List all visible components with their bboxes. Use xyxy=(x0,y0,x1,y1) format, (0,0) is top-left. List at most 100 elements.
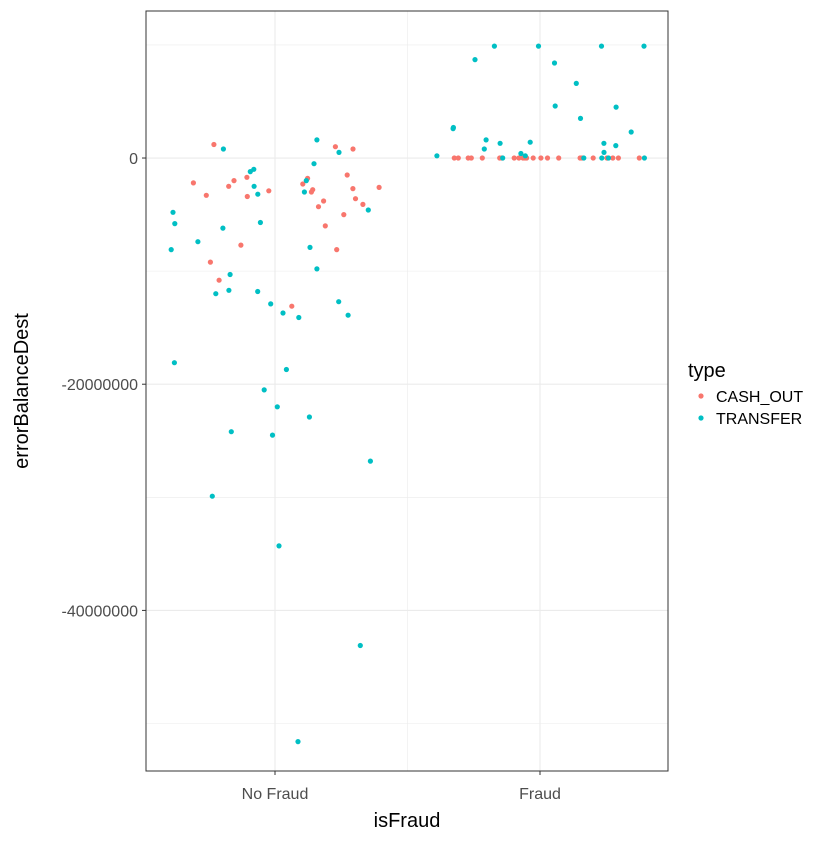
panel-background xyxy=(146,11,668,771)
point-cash-out-37 xyxy=(530,155,536,161)
point-cash-out-21 xyxy=(266,188,272,194)
point-transfer-14 xyxy=(255,288,261,295)
point-cash-out-5 xyxy=(308,189,314,195)
point-cash-out-12 xyxy=(334,247,340,253)
legend: type CASH_OUT TRANSFER xyxy=(688,360,803,428)
x-tick-label-0: No Fraud xyxy=(242,786,309,803)
point-transfer-21 xyxy=(314,266,320,272)
point-transfer-22 xyxy=(171,360,177,366)
point-cash-out-23 xyxy=(244,174,250,180)
point-transfer-12 xyxy=(227,271,233,278)
point-cash-out-50 xyxy=(577,155,583,161)
point-transfer-7 xyxy=(172,221,178,227)
point-transfer-59 xyxy=(601,149,607,155)
point-transfer-61 xyxy=(522,153,528,159)
legend-title: type xyxy=(688,360,726,382)
point-cash-out-34 xyxy=(511,155,517,161)
point-transfer-67 xyxy=(641,155,648,161)
legend-key-transfer xyxy=(698,415,704,421)
point-transfer-0 xyxy=(314,137,320,143)
point-cash-out-1 xyxy=(231,178,237,184)
point-transfer-43 xyxy=(535,43,542,49)
point-cash-out-2 xyxy=(300,181,306,187)
point-cash-out-35 xyxy=(538,155,544,161)
point-transfer-15 xyxy=(213,291,219,297)
point-cash-out-20 xyxy=(190,180,196,186)
point-transfer-10 xyxy=(307,244,313,250)
point-transfer-25 xyxy=(274,404,280,410)
y-tick-label-2: -40000000 xyxy=(61,603,138,620)
point-transfer-57 xyxy=(613,143,619,149)
point-cash-out-36 xyxy=(636,155,642,161)
point-transfer-48 xyxy=(552,103,558,109)
point-cash-out-7 xyxy=(352,196,359,202)
point-transfer-49 xyxy=(577,115,584,121)
point-transfer-19 xyxy=(345,312,351,318)
point-transfer-39 xyxy=(311,161,317,167)
point-transfer-11 xyxy=(168,247,174,253)
point-transfer-41 xyxy=(598,43,605,49)
point-cash-out-38 xyxy=(590,155,596,161)
point-transfer-53 xyxy=(483,137,489,143)
point-cash-out-10 xyxy=(322,223,328,229)
point-transfer-13 xyxy=(226,287,232,293)
point-transfer-37 xyxy=(251,166,257,172)
point-transfer-54 xyxy=(527,139,533,145)
point-transfer-6 xyxy=(257,219,263,226)
point-cash-out-48 xyxy=(556,155,562,161)
x-tick-label-1: Fraud xyxy=(519,786,561,803)
point-transfer-29 xyxy=(367,458,373,464)
point-transfer-34 xyxy=(170,209,176,215)
point-transfer-20 xyxy=(296,314,302,321)
point-cash-out-41 xyxy=(615,155,622,161)
point-cash-out-14 xyxy=(289,303,295,309)
point-cash-out-11 xyxy=(238,242,244,248)
legend-label-transfer: TRANSFER xyxy=(716,411,802,428)
point-cash-out-17 xyxy=(332,144,338,150)
point-transfer-47 xyxy=(613,104,619,110)
axes-layer: 0 -20000000 -40000000 No Fraud Fraud xyxy=(61,151,560,803)
point-cash-out-51 xyxy=(516,155,522,161)
point-transfer-58 xyxy=(481,146,487,152)
panel-border xyxy=(145,10,669,772)
point-transfer-36 xyxy=(303,178,309,184)
point-transfer-1 xyxy=(220,146,226,152)
point-transfer-5 xyxy=(365,207,371,213)
y-axis-title: errorBalanceDest xyxy=(11,313,33,469)
point-transfer-30 xyxy=(209,493,215,499)
point-cash-out-47 xyxy=(455,155,461,161)
legend-label-cash-out: CASH_OUT xyxy=(716,389,803,406)
x-axis-title: isFraud xyxy=(374,810,441,832)
grid-layer xyxy=(146,11,668,771)
point-cash-out-3 xyxy=(376,184,382,190)
point-transfer-26 xyxy=(306,414,312,420)
point-cash-out-24 xyxy=(226,183,232,189)
point-transfer-23 xyxy=(283,366,289,373)
point-cash-out-22 xyxy=(321,198,327,204)
point-cash-out-19 xyxy=(344,172,350,178)
point-transfer-35 xyxy=(301,189,307,195)
y-tick-label-0: 0 xyxy=(129,151,138,168)
point-transfer-64 xyxy=(581,155,587,161)
point-transfer-60 xyxy=(518,150,524,157)
point-cash-out-16 xyxy=(211,141,217,148)
point-cash-out-45 xyxy=(610,155,616,161)
point-cash-out-32 xyxy=(465,155,471,161)
point-transfer-55 xyxy=(601,140,607,146)
point-transfer-63 xyxy=(500,155,506,161)
point-transfer-52 xyxy=(450,124,456,131)
point-cash-out-18 xyxy=(350,146,356,152)
point-transfer-45 xyxy=(551,60,558,66)
point-transfer-27 xyxy=(228,429,234,435)
point-transfer-33 xyxy=(295,739,301,745)
point-transfer-38 xyxy=(336,149,342,155)
point-transfer-40 xyxy=(491,43,497,49)
points-layer xyxy=(168,43,648,745)
point-transfer-51 xyxy=(628,129,634,135)
point-transfer-42 xyxy=(641,43,647,49)
point-cash-out-6 xyxy=(203,192,209,198)
point-transfer-3 xyxy=(251,183,257,189)
point-transfer-16 xyxy=(336,299,342,305)
point-cash-out-25 xyxy=(244,193,250,200)
